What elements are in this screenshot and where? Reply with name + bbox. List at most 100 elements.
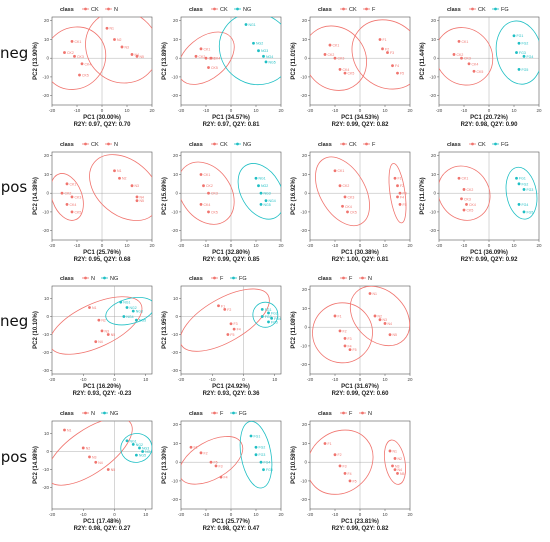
x-axis-title: PC1 (30.00%) [83, 115, 121, 121]
x-tick-label-1: -10 [332, 243, 339, 248]
point-label-NG-2: NG3 [136, 310, 143, 314]
point-F-2 [338, 464, 342, 468]
x-axis-title: PC1 (32.80%) [212, 250, 250, 256]
confidence-ellipse-N [52, 421, 133, 486]
point-N-0 [88, 306, 91, 309]
point-NG-4 [259, 203, 263, 206]
point-label-FG-0: FG1 [517, 34, 524, 38]
legend-label-1: N [368, 411, 372, 417]
y-tick-label-0: -30 [171, 368, 178, 373]
y-tick-label-4: 20 [173, 153, 179, 158]
point-N-1 [373, 314, 377, 318]
point-label-FG-2: FG3 [259, 453, 266, 457]
point-CK-3 [338, 68, 342, 71]
x-tick-label-3: 10 [272, 377, 278, 382]
point-label-F-1: F2 [385, 47, 389, 51]
point-FG-2 [254, 453, 258, 457]
point-label-FG-3: FG4 [274, 317, 281, 321]
pca-panel-9: class F FG-20 -10 0 10-30-20-10010F1F2F3F4F5F… [162, 276, 282, 397]
y-tick-label-3: 10 [173, 37, 179, 42]
point-CK-4 [207, 210, 210, 214]
point-label-NG-4: NG5 [264, 203, 271, 207]
x-tick-label-2: 0 [113, 512, 116, 517]
point-label-NG-3: NG4 [266, 55, 273, 59]
y-tick-label-2: 0 [304, 56, 307, 61]
legend-label-0: CK [478, 142, 486, 148]
x-tick-label-3: 10 [382, 243, 388, 248]
model-metrics: R2Y: 0.97, Q2Y: 0.70 [74, 122, 131, 128]
point-FG-4 [267, 320, 270, 324]
model-metrics: R2Y: 0.99, Q2Y: 0.82 [332, 526, 389, 532]
point-label-CK-2: CK3 [75, 195, 82, 199]
model-metrics: R2Y: 0.98, Q2Y: 0.47 [203, 526, 260, 532]
y-tick-label-1: -10 [171, 209, 178, 214]
point-label-F-4: F5 [353, 479, 357, 483]
point-label-N-0: N1 [92, 306, 97, 310]
point-label-CK-3: CK4 [343, 68, 350, 72]
point-F-3 [219, 475, 223, 479]
point-F-1 [381, 47, 384, 51]
point-N-0 [113, 169, 116, 173]
x-tick-label-2: 0 [230, 108, 233, 113]
point-CK-4 [78, 73, 81, 77]
y-tick-label-0: -20 [300, 497, 307, 502]
model-metrics: R2Y: 0.98, Q2Y: 0.27 [74, 526, 131, 532]
point-label-CK-4: CK5 [350, 210, 357, 214]
x-tick-label-0: -20 [178, 512, 185, 517]
point-FG-2 [522, 188, 526, 191]
point-CK-1 [452, 53, 456, 56]
y-tick-label-4: 20 [431, 153, 437, 158]
point-CK-3 [341, 204, 344, 208]
point-N-3 [393, 468, 397, 472]
legend-label-1: FG [501, 7, 509, 13]
x-axis-title: PC1 (34.57%) [212, 115, 250, 121]
x-tick-label-0: -20 [49, 243, 56, 248]
point-F-3 [391, 64, 394, 68]
confidence-ellipse-CK [439, 165, 491, 221]
legend-title: class [60, 142, 74, 148]
point-label-NG-4: NG5 [269, 60, 276, 64]
legend-key-dot-0 [213, 7, 216, 11]
model-metrics: R2Y: 0.98, Q2Y: 0.90 [461, 122, 518, 128]
point-label-CK-2: CK3 [464, 57, 471, 61]
y-tick-label-2: -10 [171, 332, 178, 337]
x-axis-title: PC1 (30.38%) [341, 250, 379, 256]
point-N-1 [118, 176, 121, 180]
point-label-CK-4: CK5 [477, 70, 484, 74]
confidence-ellipse-NG [237, 163, 281, 220]
pca-panel-1: classCKNG-20-1001020-20-1001020CK1CK2CK3… [162, 7, 284, 128]
plot-frame [180, 285, 282, 375]
y-axis-title: PC2 (13.90%) [33, 42, 39, 80]
point-N-0 [63, 428, 66, 432]
confidence-ellipse-CK [315, 156, 370, 227]
x-tick-label-0: -20 [178, 377, 185, 382]
y-tick-label-4: 10 [173, 296, 179, 301]
y-tick-label-3: 10 [302, 441, 308, 446]
point-CK-2 [204, 56, 208, 60]
point-label-CK-0: CK1 [338, 169, 345, 173]
y-tick-label-1: -10 [429, 74, 436, 79]
y-tick-label-0: -20 [171, 93, 178, 98]
point-label-NG-1: NG2 [130, 306, 137, 310]
y-tick-label-1: -10 [300, 209, 307, 214]
pca-panel-7: class CK FG -20 -10 0 10 20 -20 -10 0 10 20 CK1 CK2 CK3… [420, 142, 542, 263]
legend-label-0: CK [91, 142, 99, 148]
point-N-2 [391, 464, 394, 468]
point-CK-0 [70, 39, 74, 43]
legend-key-dot-1 [103, 276, 106, 280]
point-NG-4 [264, 60, 268, 64]
x-tick-label-3: 10 [382, 108, 388, 113]
legend-label-0: F [349, 276, 353, 282]
point-label-CK-0: CK1 [75, 40, 82, 44]
point-label-NG-0: NG1 [249, 23, 256, 27]
point-label-F-3: F4 [395, 64, 399, 68]
y-tick-label-3: 0 [175, 314, 178, 319]
point-label-F-2: F3 [234, 322, 238, 326]
x-tick-label-0: -20 [307, 108, 314, 113]
legend-key-dot-0 [213, 142, 216, 146]
